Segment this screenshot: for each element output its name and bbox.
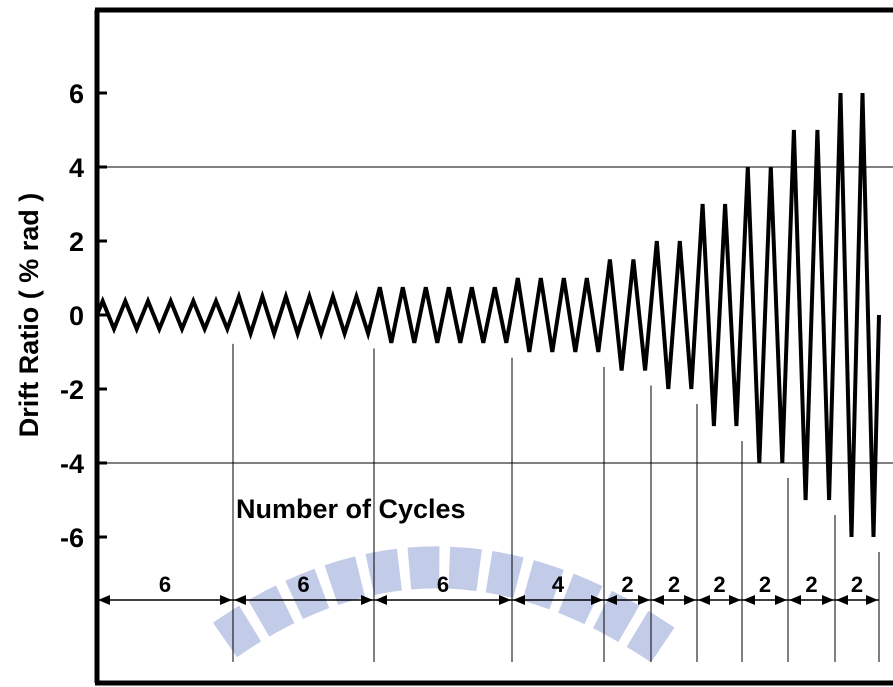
arrow-head: [98, 595, 110, 605]
watermark: [212, 546, 682, 668]
arrow-head: [652, 595, 664, 605]
cycle-count-label: 2: [668, 572, 680, 597]
y-tick-label: 4: [69, 153, 84, 183]
arrow-head: [836, 595, 848, 605]
arrow-head: [698, 595, 710, 605]
arrow-head: [729, 595, 741, 605]
cycle-count-label: 2: [851, 572, 863, 597]
arrow-head: [591, 595, 603, 605]
arrow-head: [866, 595, 878, 605]
drift-history-line: [95, 92, 881, 538]
y-ticks: 6 4 2 0 -2 -4 -6: [60, 79, 107, 553]
y-axis-label: Drift Ratio ( % rad ): [14, 193, 44, 438]
arrow-head: [638, 595, 650, 605]
y-tick-label: 0: [69, 301, 84, 331]
arrow-head: [361, 595, 373, 605]
arrow-head: [822, 595, 834, 605]
y-tick-label: 6: [69, 79, 84, 109]
cycle-count-label: 2: [805, 572, 817, 597]
cycle-count-label: 4: [552, 572, 565, 597]
y-tick-label: 2: [69, 227, 84, 257]
arrow-head: [220, 595, 232, 605]
group-dividers: [232, 343, 880, 662]
y-tick-label: -6: [60, 523, 84, 553]
arrow-head: [789, 595, 801, 605]
y-tick-label: -2: [60, 375, 84, 405]
cycle-count-label: 6: [297, 572, 309, 597]
cycle-count-label: 6: [159, 572, 171, 597]
arrow-head: [605, 595, 617, 605]
arrow-head: [513, 595, 525, 605]
number-of-cycles-annotation: Number of Cycles: [236, 494, 466, 524]
cycle-count-label: 2: [621, 572, 633, 597]
cycle-arrows: [97, 595, 879, 605]
cycle-count-label: 2: [759, 572, 771, 597]
arrow-head: [684, 595, 696, 605]
arrow-head: [743, 595, 755, 605]
arrow-head: [375, 595, 387, 605]
arrow-head: [234, 595, 246, 605]
y-tick-label: -4: [60, 449, 84, 479]
cycle-count-label: 2: [713, 572, 725, 597]
arrow-head: [775, 595, 787, 605]
arrow-head: [499, 595, 511, 605]
cycle-count-label: 6: [437, 572, 449, 597]
cycle-count-labels: 6 6 6 4 2 2 2 2 2 2: [159, 572, 863, 597]
